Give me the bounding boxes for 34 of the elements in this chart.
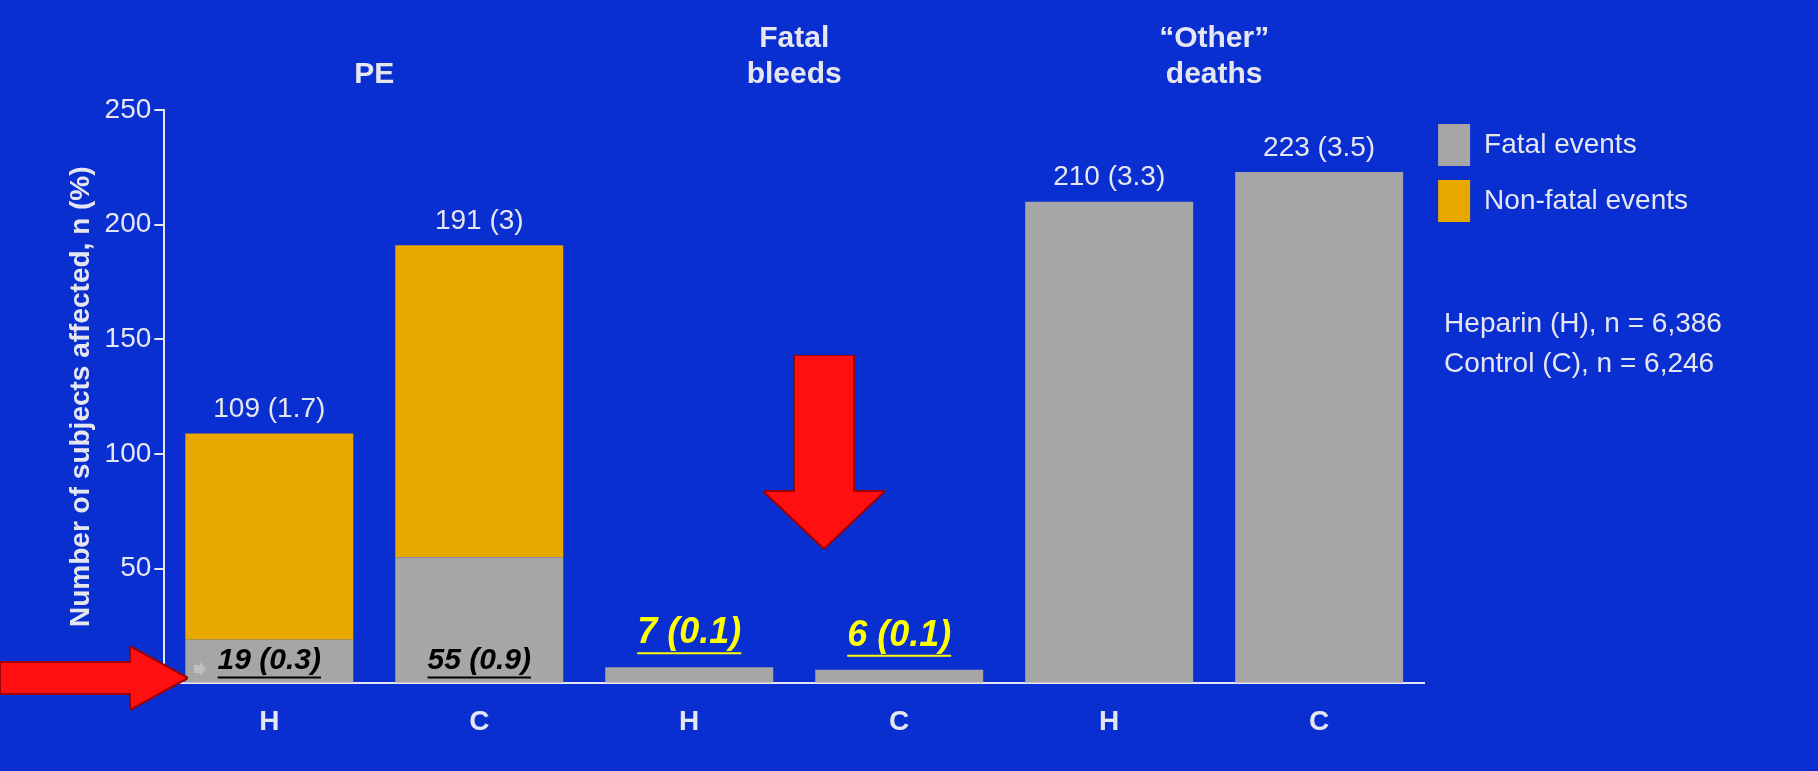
x-tick-label: H — [259, 704, 280, 736]
y-tick-label: 150 — [104, 322, 152, 354]
text: “Other” deaths — [1159, 20, 1270, 90]
data-label: 55 (0.9) — [427, 641, 531, 675]
bar — [185, 433, 354, 640]
total-label: 109 (1.7) — [213, 392, 326, 424]
y-axis-title: Number of subjects affected, n (%) — [63, 166, 95, 627]
bar — [815, 669, 984, 683]
x-tick-label: C — [1309, 704, 1330, 736]
bar — [605, 667, 774, 683]
text: Control (C), n = 6,246 — [1444, 346, 1715, 378]
x-tick-label: C — [469, 704, 490, 736]
bar — [1235, 171, 1404, 683]
x-tick-label: C — [889, 704, 910, 736]
text: Heparin (H), n = 6,386 — [1444, 306, 1722, 338]
bar — [395, 557, 564, 683]
text: PE — [354, 56, 395, 90]
data-label: 19 (0.3) — [217, 641, 321, 675]
y-tick-label: 250 — [104, 92, 152, 124]
x-tick-label: H — [1099, 704, 1120, 736]
data-label: 7 (0.1) — [637, 610, 742, 652]
legend-label: Non-fatal events — [1484, 183, 1688, 215]
total-label: 210 (3.3) — [1053, 160, 1166, 192]
legend-label: Fatal events — [1484, 127, 1637, 159]
bar — [1025, 201, 1194, 683]
total-label: 191 (3) — [434, 204, 524, 236]
text: Fatal bleeds — [746, 20, 842, 90]
x-tick-label: H — [679, 704, 700, 736]
data-label: 6 (0.1) — [847, 612, 952, 654]
bar — [395, 245, 564, 558]
y-tick-label: 200 — [104, 207, 152, 239]
total-label: 223 (3.5) — [1263, 130, 1376, 162]
y-tick-label: 100 — [104, 436, 152, 468]
y-tick-label: 50 — [120, 551, 152, 583]
